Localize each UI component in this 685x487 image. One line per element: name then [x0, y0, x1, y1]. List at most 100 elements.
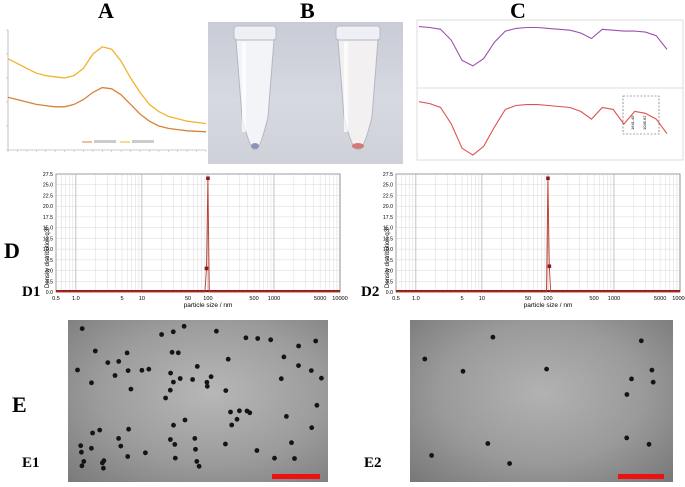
- d2-y-tick-label: 27.5: [383, 172, 393, 178]
- nanoparticle: [81, 459, 87, 464]
- nanoparticle: [182, 417, 188, 423]
- nanoparticle: [116, 359, 122, 364]
- d2-x-tick-label: 10: [479, 296, 485, 302]
- nanoparticle: [646, 441, 652, 447]
- d1-y-tick-label: 25.0: [43, 183, 53, 189]
- nanoparticle: [181, 323, 187, 329]
- nanoparticle: [649, 367, 655, 373]
- nanoparticle: [544, 366, 549, 372]
- nanoparticle: [308, 368, 314, 373]
- nanoparticle: [78, 443, 84, 449]
- nanoparticle: [422, 356, 428, 362]
- d1-y-tick-label: 7.5: [46, 258, 53, 264]
- d2-x-tick-label: 5000: [654, 296, 666, 302]
- panel-label-b: B: [300, 0, 315, 23]
- nanoparticle: [208, 374, 214, 380]
- d1-y-tick-label: 22.5: [43, 193, 53, 199]
- panel-a-grid: [6, 29, 207, 152]
- c-series-line-2: [418, 101, 668, 156]
- nanoparticle: [309, 425, 315, 431]
- nanoparticle: [196, 463, 202, 469]
- panel-e1-tem-image: [68, 320, 328, 482]
- nanoparticle: [314, 402, 320, 408]
- nanoparticle: [650, 379, 656, 385]
- nanoparticle: [172, 442, 178, 447]
- d2-data-point: [547, 264, 552, 269]
- d1-x-tick-label: 50: [185, 296, 191, 302]
- panel-d1-dls-chart: Density distribution q3* particle size /…: [43, 172, 348, 309]
- nanoparticle: [292, 456, 297, 461]
- nanoparticle: [172, 455, 178, 461]
- d2-y-tick-label: 20.0: [383, 204, 393, 210]
- nanoparticle: [112, 373, 118, 378]
- d1-y-tick-label: 20.0: [43, 204, 53, 210]
- nanoparticle: [175, 350, 181, 356]
- nanoparticle: [125, 368, 131, 373]
- nanoparticle: [194, 364, 200, 369]
- nanoparticle: [194, 459, 200, 464]
- d1-x-tick-label: 100: [203, 296, 212, 302]
- d1-frame: [55, 173, 341, 293]
- panel-label-d1: D1: [22, 284, 41, 300]
- nanoparticle: [284, 414, 289, 419]
- nanoparticle: [167, 387, 173, 393]
- d1-y-tick-label: 2.5: [46, 279, 53, 285]
- nanoparticle: [490, 334, 496, 340]
- e1-scale-bar: [272, 474, 320, 479]
- nanoparticle: [289, 440, 294, 446]
- nanoparticle: [204, 383, 210, 389]
- d1-x-tick-label: 0.5: [52, 296, 60, 302]
- panel-label-c: C: [510, 0, 526, 23]
- d2-x-tick-label: 1.0: [412, 296, 420, 302]
- nanoparticle: [124, 350, 130, 356]
- nanoparticle: [268, 337, 274, 343]
- nanoparticle: [89, 380, 94, 386]
- d2-y-tick-label: 2.5: [386, 279, 393, 285]
- nanoparticle: [204, 379, 210, 385]
- nanoparticle: [118, 443, 124, 449]
- d1-y-tick-label: 10.0: [43, 247, 53, 253]
- nanoparticle: [128, 386, 134, 392]
- d2-x-tick-label: 1000: [608, 296, 620, 302]
- nanoparticle: [143, 450, 148, 456]
- nanoparticle: [460, 368, 466, 374]
- d2-x-tick-label: 10000: [672, 296, 685, 302]
- nanoparticle: [171, 379, 176, 385]
- nanoparticle: [163, 395, 168, 401]
- nanoparticle: [168, 437, 173, 442]
- d2-ylabel: Density distribution q3*: [385, 226, 391, 288]
- d2-xlabel: particle size / nm: [524, 302, 573, 309]
- nanoparticle: [177, 376, 183, 381]
- panel-a-legend: [82, 140, 154, 143]
- e1-particles: [75, 323, 324, 479]
- nanoparticle: [192, 436, 198, 441]
- panel-label-e1: E1: [22, 455, 40, 471]
- nanoparticle: [485, 441, 491, 446]
- d1-y-tick-label: 5.0: [46, 269, 53, 275]
- d1-data-point: [206, 176, 210, 181]
- nanoparticle: [126, 426, 131, 432]
- nanoparticle: [243, 335, 249, 341]
- d2-x-tick-label: 100: [543, 296, 552, 302]
- d1-y-tick-label: 27.5: [43, 172, 53, 178]
- peak-highlight-box: [622, 95, 660, 135]
- d1-data-point: [204, 266, 209, 271]
- nanoparticle: [79, 463, 85, 469]
- nanoparticle: [278, 376, 284, 382]
- a-series-line-1: [7, 46, 207, 125]
- nanoparticle: [171, 422, 176, 428]
- d1-x-tick-label: 5000: [314, 296, 326, 302]
- d2-x-tick-label: 50: [525, 296, 531, 302]
- clear-tube: [233, 25, 277, 151]
- d1-xlabel: particle size / nm: [184, 302, 233, 309]
- nanoparticle: [429, 453, 434, 458]
- d1-y-tick-label: 12.5: [43, 236, 53, 242]
- nanoparticle: [139, 367, 145, 373]
- d2-data-point: [546, 176, 550, 181]
- panel-label-e2: E2: [364, 455, 382, 471]
- nanoparticle: [228, 409, 233, 415]
- nanoparticle: [169, 349, 175, 355]
- d2-distribution-line: [396, 178, 680, 293]
- nanoparticle: [507, 461, 512, 466]
- d2-x-tick-label: 0.5: [392, 296, 400, 302]
